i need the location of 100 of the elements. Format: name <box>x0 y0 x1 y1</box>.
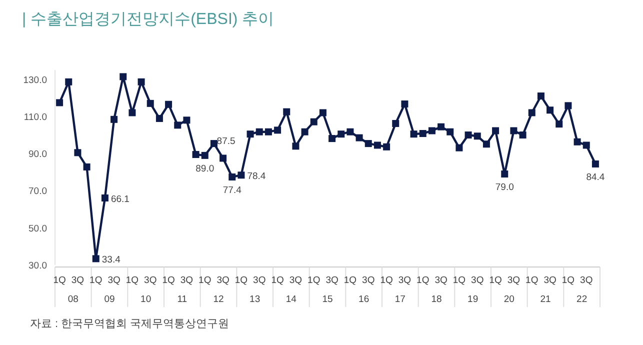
text: 10 <box>140 294 152 305</box>
point <box>210 140 218 148</box>
text: 15 <box>322 294 333 305</box>
point <box>456 144 463 152</box>
text: 16 <box>358 294 370 305</box>
point <box>110 116 118 123</box>
x-tick-label: 3Q <box>144 275 157 286</box>
x-tick-label: 1Q <box>489 275 502 286</box>
text: 18 <box>431 294 442 305</box>
point <box>374 142 381 149</box>
x-tick-label: 3Q <box>398 275 412 286</box>
point <box>128 109 136 116</box>
point <box>474 132 481 140</box>
point <box>138 78 145 86</box>
point <box>574 138 581 146</box>
data-label: 79.0 <box>495 182 514 193</box>
point <box>65 78 72 86</box>
point <box>519 132 526 138</box>
x-tick-label: 3Q <box>108 275 120 286</box>
data-label: 78.4 <box>247 171 266 182</box>
text: 17 <box>394 294 406 305</box>
point <box>183 116 190 124</box>
x-tick-label: 3Q <box>544 275 556 286</box>
point <box>401 100 408 108</box>
x-tick-label: 1Q <box>53 275 66 286</box>
point <box>464 132 472 138</box>
text: 08 <box>68 294 78 305</box>
text: 자료 : 한국무역협회 국제무역통상연구원 <box>30 318 230 330</box>
point <box>201 152 208 159</box>
y-tick-label: 90.0 <box>28 149 47 160</box>
y-tick-label: 30.0 <box>28 260 47 272</box>
point <box>537 92 544 100</box>
x-tick-label: 1Q <box>526 275 538 286</box>
point <box>256 128 263 136</box>
text: 20 <box>504 294 514 305</box>
point <box>410 130 418 138</box>
point <box>74 149 82 156</box>
text: 11 <box>177 294 188 305</box>
y-tick-label: 130.0 <box>23 74 47 86</box>
text: 21 <box>540 294 551 305</box>
point <box>292 142 300 150</box>
data-label: 66.1 <box>110 194 130 205</box>
x-tick-label: 3Q <box>180 275 194 286</box>
x-tick-label: 1Q <box>452 275 466 286</box>
point <box>264 128 272 136</box>
point <box>446 128 454 136</box>
point <box>419 130 426 138</box>
x-tick-label: 3Q <box>507 275 520 286</box>
point <box>482 140 490 148</box>
text: 13 <box>250 294 260 305</box>
point <box>83 163 90 170</box>
point <box>165 100 172 108</box>
y-tick-label: 50.0 <box>28 223 47 234</box>
x-tick-label: 1Q <box>271 275 284 286</box>
x-tick-label: 1Q <box>162 275 175 286</box>
point <box>319 109 326 116</box>
point <box>156 114 163 122</box>
point <box>428 127 436 134</box>
x-tick-label: 3Q <box>326 275 338 286</box>
x-tick-label: 3Q <box>471 275 484 286</box>
text: 12 <box>213 294 224 305</box>
point <box>501 170 508 178</box>
point <box>101 194 108 202</box>
point <box>383 143 390 150</box>
point <box>246 130 254 138</box>
point <box>310 118 318 126</box>
point <box>564 102 572 110</box>
point <box>356 134 363 142</box>
point <box>120 73 127 80</box>
point <box>546 106 554 114</box>
x-tick-label: 3Q <box>289 275 302 286</box>
x-tick-label: 1Q <box>90 275 102 286</box>
y-tick-label: 70.0 <box>28 186 47 198</box>
x-tick-label: 1Q <box>416 275 430 286</box>
point <box>582 142 590 149</box>
text: 19 <box>468 294 478 305</box>
data-label: 33.4 <box>102 254 120 266</box>
x-tick-label: 1Q <box>198 275 212 286</box>
point <box>364 140 372 148</box>
point <box>56 99 64 106</box>
text: 14 <box>286 294 296 305</box>
point <box>283 108 290 116</box>
point <box>510 127 518 134</box>
point <box>220 154 227 162</box>
x-tick-label: 3Q <box>434 275 448 286</box>
x-tick-label: 1Q <box>344 275 357 286</box>
data-label: 84.4 <box>586 172 605 183</box>
point <box>328 135 336 142</box>
x-tick-label: 3Q <box>71 275 84 286</box>
data-label: 77.4 <box>222 184 242 196</box>
x-tick-label: 1Q <box>562 275 575 286</box>
x-tick-label: 1Q <box>126 275 139 286</box>
x-tick-label: 3Q <box>253 275 266 286</box>
point <box>528 109 536 116</box>
point <box>192 151 200 158</box>
point <box>556 120 563 128</box>
point <box>392 120 400 127</box>
x-tick-label: 3Q <box>362 275 375 286</box>
point <box>338 130 345 138</box>
y-tick-label: 110.0 <box>24 112 47 123</box>
